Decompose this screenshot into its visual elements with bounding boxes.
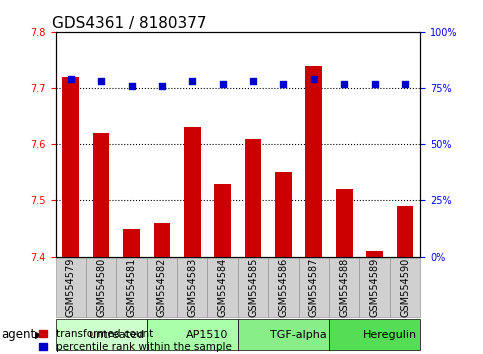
FancyBboxPatch shape (208, 258, 238, 317)
FancyBboxPatch shape (238, 258, 268, 317)
Point (249, 79, 257, 84)
Text: agent: agent (1, 328, 35, 341)
Bar (397, 206, 413, 257)
Text: GSM554586: GSM554586 (279, 258, 288, 317)
FancyBboxPatch shape (268, 258, 298, 317)
Point (371, 81, 379, 86)
Bar (123, 229, 140, 257)
Text: GSM554583: GSM554583 (187, 258, 197, 317)
Bar (154, 223, 170, 257)
Text: GSM554589: GSM554589 (369, 258, 380, 317)
Text: GSM554584: GSM554584 (218, 258, 227, 317)
Point (401, 81, 409, 86)
FancyBboxPatch shape (86, 258, 116, 317)
Point (341, 81, 348, 86)
Text: Heregulin: Heregulin (363, 330, 417, 339)
FancyBboxPatch shape (147, 258, 177, 317)
Text: GDS4361 / 8180377: GDS4361 / 8180377 (52, 16, 206, 31)
Point (67, 76, 74, 82)
Bar (305, 65, 322, 257)
Bar (275, 172, 292, 257)
Point (97, 79, 105, 84)
Text: GSM554579: GSM554579 (66, 258, 76, 317)
FancyBboxPatch shape (177, 258, 208, 317)
Text: untreated: untreated (89, 330, 144, 339)
Bar (336, 189, 353, 257)
Text: GSM554580: GSM554580 (96, 258, 106, 317)
Bar (184, 127, 200, 257)
Point (188, 79, 196, 84)
Text: TGF-alpha: TGF-alpha (270, 330, 327, 339)
Text: GSM554588: GSM554588 (339, 258, 349, 317)
FancyBboxPatch shape (238, 319, 329, 350)
FancyBboxPatch shape (298, 258, 329, 317)
Point (310, 76, 318, 82)
Bar (62, 77, 79, 257)
Bar (214, 184, 231, 257)
FancyBboxPatch shape (329, 258, 359, 317)
Bar (366, 251, 383, 257)
Text: GSM554581: GSM554581 (127, 258, 137, 317)
Text: GSM554590: GSM554590 (400, 258, 410, 317)
FancyBboxPatch shape (56, 258, 86, 317)
FancyBboxPatch shape (359, 258, 390, 317)
Point (128, 83, 135, 88)
Point (219, 81, 227, 86)
Text: GSM554582: GSM554582 (157, 258, 167, 317)
Point (158, 83, 166, 88)
FancyBboxPatch shape (390, 258, 420, 317)
Text: GSM554585: GSM554585 (248, 258, 258, 317)
Bar (93, 133, 110, 257)
FancyBboxPatch shape (56, 319, 147, 350)
Bar (245, 139, 261, 257)
Text: GSM554587: GSM554587 (309, 258, 319, 317)
Text: ▶: ▶ (35, 330, 43, 339)
FancyBboxPatch shape (329, 319, 420, 350)
FancyBboxPatch shape (116, 258, 147, 317)
FancyBboxPatch shape (147, 319, 238, 350)
Text: AP1510: AP1510 (186, 330, 228, 339)
Point (280, 81, 287, 86)
Legend: transformed count, percentile rank within the sample: transformed count, percentile rank withi… (39, 329, 231, 352)
